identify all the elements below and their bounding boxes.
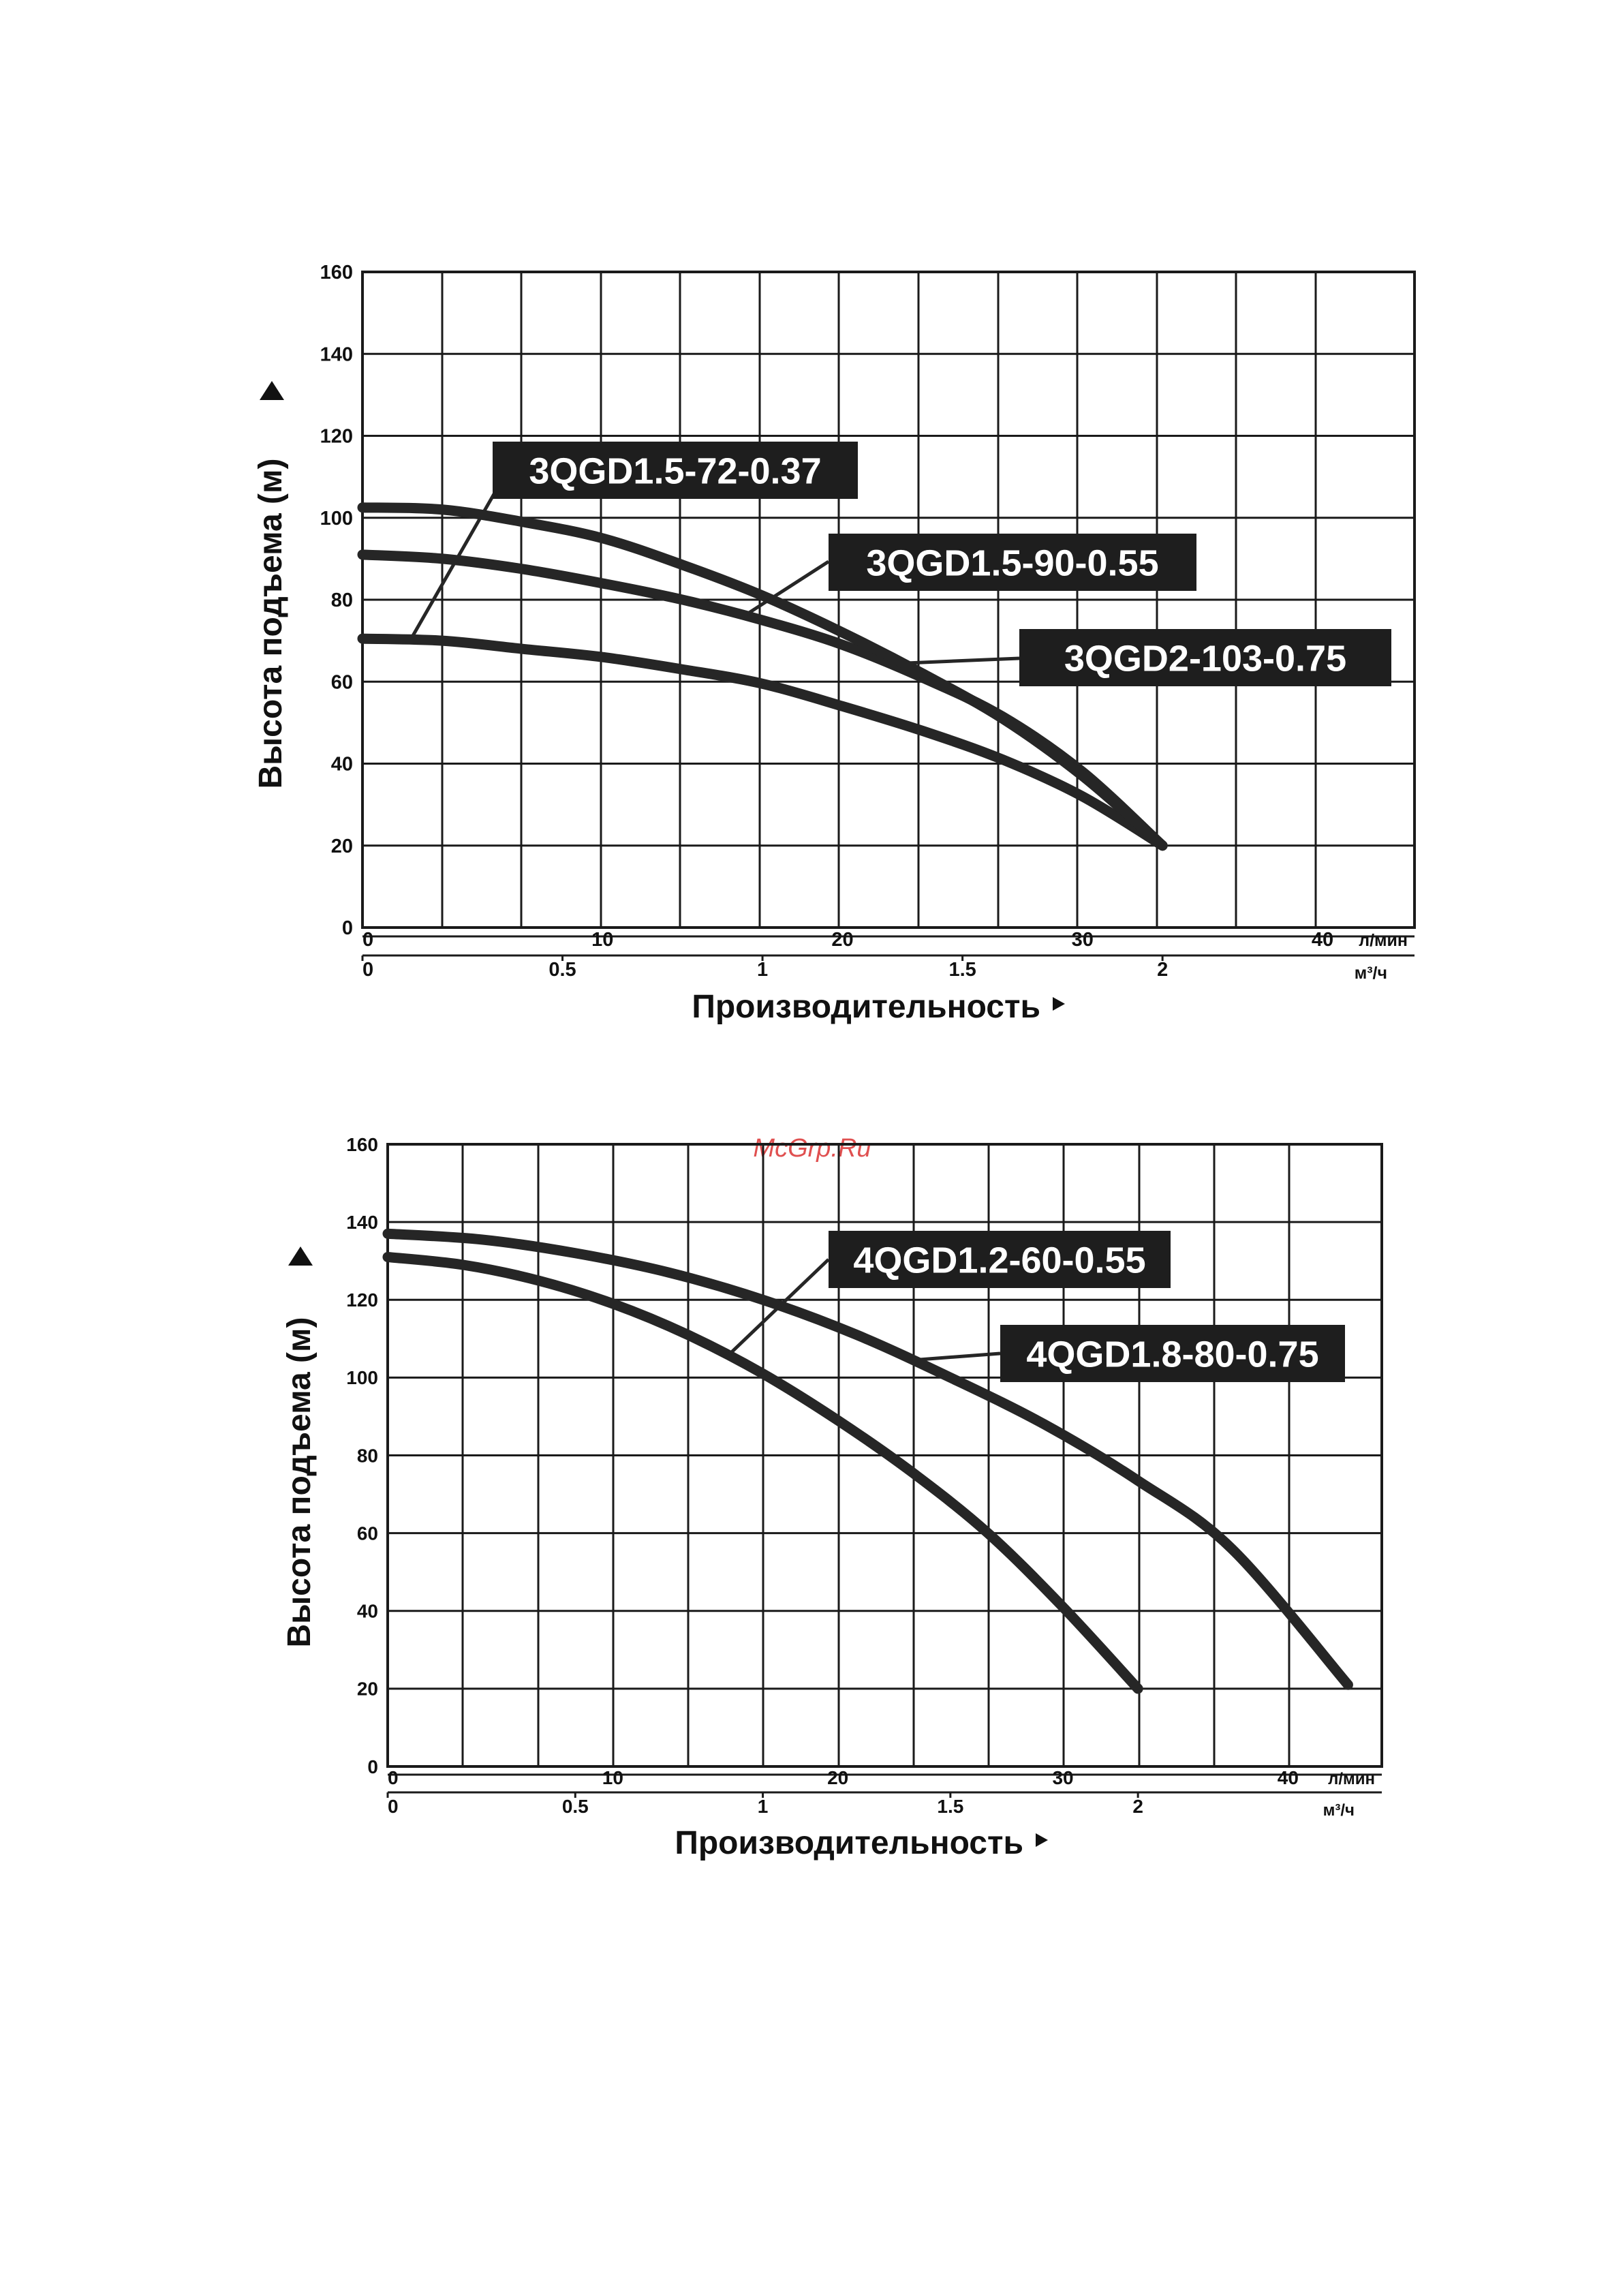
y-axis-title: Высота подъема (м): [281, 1317, 318, 1648]
x-tick-label-m3h: 2: [1132, 1796, 1143, 1817]
y-tick-label: 160: [320, 262, 353, 284]
x-tick-label-m3h: 1.5: [937, 1796, 963, 1817]
y-tick-label: 20: [331, 836, 353, 857]
x-unit-lmin: л/мин: [1328, 1770, 1375, 1788]
x-tick-label-lmin: 30: [1072, 929, 1094, 951]
y-tick-label: 100: [346, 1367, 378, 1388]
y-tick-label: 120: [320, 426, 353, 448]
y-tick-label: 140: [346, 1212, 378, 1233]
y-axis-title: Высота подъема (м): [253, 459, 289, 789]
series-label-text: 3QGD1.5-72-0.37: [529, 450, 821, 491]
label-leader-line: [724, 1258, 830, 1360]
watermark: McGrp.Ru: [753, 1134, 871, 1163]
series-label-text: 4QGD1.8-80-0.75: [1026, 1334, 1318, 1375]
series-label-box: [829, 1231, 1171, 1288]
chart-2: 0 20 40 60 80 100 120 140 160 0 10 20 30 40 л/мин 0 0.5 1…: [281, 1134, 1383, 1861]
x-tick-label-lmin: 0: [362, 929, 373, 951]
y-axis-arrow-icon: [260, 381, 284, 400]
y-tick-label: 80: [357, 1445, 378, 1466]
x-tick-label-m3h: 1: [757, 959, 768, 981]
series-curve-2: [382, 1228, 1353, 1690]
y-tick-label: 0: [342, 917, 353, 939]
series-label-box: [493, 442, 858, 499]
x-tick-label-lmin: 10: [602, 1767, 623, 1788]
chart-1: 0 20 40 60 80 100 120 140 160 0 10 20 30 40 л/мин 0 0.5 1…: [253, 262, 1416, 1025]
series-curve-1: [382, 1251, 1143, 1694]
x-tick-label-m3h: 1: [758, 1796, 769, 1817]
x-tick-label-lmin: 10: [591, 929, 613, 951]
y-tick-label: 80: [331, 590, 353, 611]
x-tick-label-m3h: 0: [362, 959, 373, 981]
series-curve-1: [357, 633, 1168, 851]
label-leader-line: [902, 656, 1020, 665]
y-tick-label: 40: [357, 1601, 378, 1622]
x-tick-label-m3h: 1.5: [948, 959, 976, 981]
x-tick-label-lmin: 20: [827, 1767, 848, 1788]
series-label-box: [1000, 1325, 1345, 1382]
y-tick-label: 120: [346, 1289, 378, 1311]
x-tick-label-m3h: 0.5: [548, 959, 576, 981]
x-tick-label-m3h: 0: [388, 1796, 399, 1817]
series-label-text: 3QGD1.5-90-0.55: [866, 542, 1158, 583]
x-tick-label-lmin: 40: [1278, 1767, 1299, 1788]
label-leader-line: [912, 1351, 1001, 1362]
y-axis-arrow-icon: [288, 1246, 313, 1266]
series-label-text: 3QGD2-103-0.75: [1064, 638, 1346, 679]
x-unit-m3h: м³/ч: [1323, 1801, 1355, 1820]
x-unit-m3h: м³/ч: [1355, 964, 1387, 983]
x-tick-label-lmin: 40: [1312, 929, 1333, 951]
series-curve-3: [357, 502, 1168, 851]
label-leader-line: [741, 560, 830, 619]
y-tick-label: 60: [331, 671, 353, 693]
y-tick-label: 140: [320, 343, 353, 365]
x-tick-label-lmin: 0: [388, 1767, 399, 1788]
y-tick-label: 40: [331, 754, 353, 776]
y-tick-label: 20: [357, 1679, 378, 1700]
x-axis-title: Производительность: [675, 1825, 1023, 1861]
x-unit-lmin: л/мин: [1359, 931, 1408, 950]
x-tick-label-lmin: 30: [1052, 1767, 1073, 1788]
series-label-box: [1019, 629, 1391, 686]
x-tick-label-m3h: 2: [1157, 959, 1168, 981]
x-tick-label-m3h: 0.5: [562, 1796, 589, 1817]
series-label-box: [829, 534, 1196, 591]
label-leader-line: [409, 469, 510, 641]
y-tick-label: 160: [346, 1134, 378, 1155]
series-label-text: 4QGD1.2-60-0.55: [853, 1240, 1145, 1281]
x-axis-arrow-icon: [1053, 997, 1065, 1011]
y-tick-label: 100: [320, 508, 353, 530]
y-tick-label: 0: [367, 1756, 378, 1777]
x-axis-arrow-icon: [1036, 1833, 1048, 1847]
x-axis-title: Производительность: [692, 989, 1040, 1025]
x-tick-label-lmin: 20: [831, 929, 853, 951]
y-tick-label: 60: [357, 1522, 378, 1544]
